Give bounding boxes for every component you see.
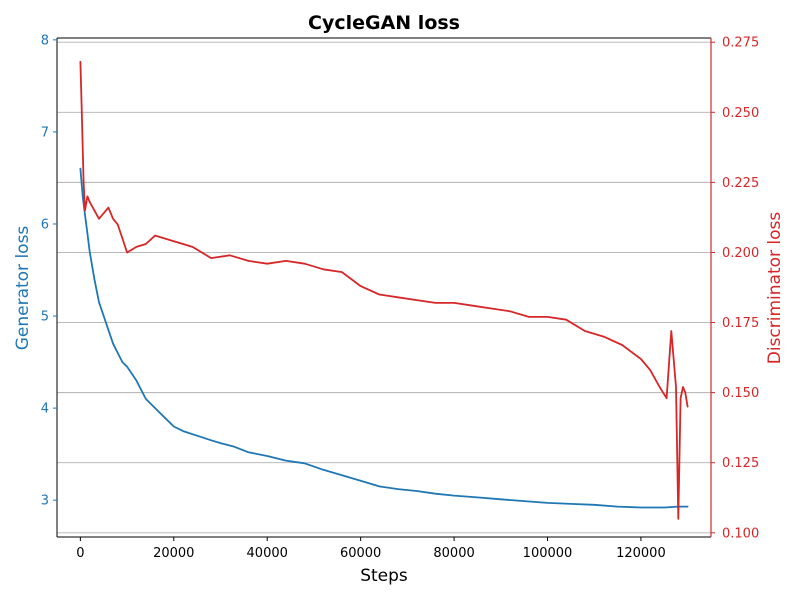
generator-loss-line [79, 167, 689, 509]
discriminator-loss-line [79, 60, 689, 520]
chart-title: CycleGAN loss [308, 12, 460, 34]
y-right-tick-label: 0.150 [722, 386, 759, 401]
grid [57, 41, 711, 534]
y-left-tick-label: 8 [41, 33, 49, 48]
y-axis-label-right: Discriminator loss [765, 212, 785, 365]
y-left-tick-label: 6 [41, 217, 49, 232]
y-axis-label-left: Generator loss [13, 226, 33, 351]
x-tick-label: 120000 [616, 546, 666, 561]
y-left-tick-label: 4 [41, 402, 49, 417]
x-axis-label: Steps [360, 566, 408, 586]
y-right-tick-label: 0.175 [722, 316, 759, 331]
plot-background [57, 38, 711, 537]
x-tick-label: 100000 [523, 546, 573, 561]
y-left-tick-label: 5 [41, 310, 49, 325]
x-tick-label: 0 [76, 546, 84, 561]
y-left-tick-label: 3 [41, 494, 49, 509]
x-tick-label: 80000 [433, 546, 474, 561]
series-layer [79, 60, 689, 520]
ticks: 0 20000 40000 60000 80000 100000 120000 3 4 5 6 7 8 0… [41, 33, 760, 561]
y-left-tick-label: 7 [41, 125, 49, 140]
x-tick-label: 60000 [340, 546, 381, 561]
y-right-tick-label: 0.200 [722, 246, 759, 261]
x-tick-label: 40000 [247, 546, 288, 561]
y-right-tick-label: 0.275 [722, 36, 759, 51]
x-tick-label: 20000 [153, 546, 194, 561]
y-right-tick-label: 0.250 [722, 106, 759, 121]
y-right-tick-label: 0.125 [722, 456, 759, 471]
axes [56, 37, 712, 538]
y-right-tick-label: 0.100 [722, 526, 759, 541]
y-right-tick-label: 0.225 [722, 176, 759, 191]
